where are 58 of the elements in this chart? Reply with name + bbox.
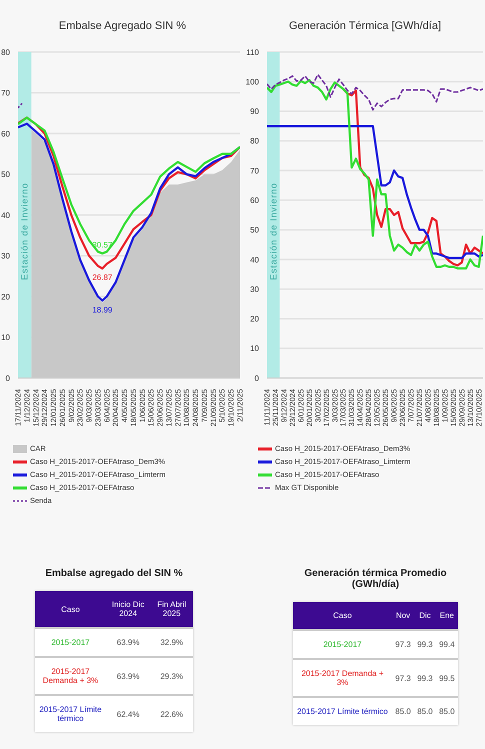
y-tick-label: 30 xyxy=(1,252,11,261)
data-label: 29.3% xyxy=(159,670,184,682)
y-tick-label: 10 xyxy=(1,333,11,342)
y-tick-label: 80 xyxy=(250,136,260,146)
y-tick-label: 50 xyxy=(250,226,260,235)
category-label: 2015-2017 xyxy=(322,639,363,651)
y-tick-label: 60 xyxy=(1,129,11,138)
category-label: 2015-2017 xyxy=(50,637,91,649)
text: Caso xyxy=(293,602,392,630)
y-tick-label: 10 xyxy=(250,344,260,354)
line-series xyxy=(267,74,483,111)
y-tick-label: 20 xyxy=(250,314,260,324)
category-label: 2015-2017 Límite térmico xyxy=(296,706,389,718)
y-tick-label: 70 xyxy=(250,166,260,176)
y-tick-label: 100 xyxy=(246,77,260,86)
text: Ene xyxy=(436,602,458,630)
data-label: 99.3 xyxy=(416,639,434,651)
y-tick-label: 40 xyxy=(1,210,11,220)
y-tick-label: 110 xyxy=(246,48,260,57)
text: Caso xyxy=(35,591,106,628)
band-label: Estación de Invierno xyxy=(20,182,30,280)
band-label: Estación de Invierno xyxy=(268,182,278,280)
data-label: 63.9% xyxy=(116,670,140,682)
chart-title: Generación Térmica [GWh/día] xyxy=(288,20,442,34)
data-label: 99.3 xyxy=(416,672,434,684)
text: Fin Abril 2025 xyxy=(150,591,193,628)
series-label: Inicio Dic 2024 xyxy=(106,591,150,628)
data-label: 85.0 xyxy=(416,706,434,718)
category-label: 2015-2017 Demanda + 3% xyxy=(42,666,100,687)
annotation: 18.99 xyxy=(92,305,113,314)
category-label: 2015-2017 Demanda + 3% xyxy=(300,668,384,689)
text: Dic xyxy=(414,602,436,630)
y-tick-label: 50 xyxy=(1,170,11,180)
y-tick-label: 30 xyxy=(250,284,260,294)
y-tick-label: 70 xyxy=(1,88,11,98)
data-label: 97.3 xyxy=(394,639,412,651)
data-label: 99.5 xyxy=(438,672,456,684)
data-label: 85.0 xyxy=(394,706,412,718)
data-label: 32.9% xyxy=(159,637,184,649)
y-tick-label: 40 xyxy=(250,255,260,264)
text: Embalse agregado del SIN % xyxy=(44,568,184,579)
y-tick-label: 90 xyxy=(250,107,260,116)
series-label: Nov xyxy=(392,602,414,630)
y-tick-label: 0 xyxy=(254,374,260,383)
data-label: 63.9% xyxy=(116,637,140,649)
data-label: 97.3 xyxy=(394,672,412,684)
y-tick-label: 80 xyxy=(1,48,11,57)
annotation: 26.87 xyxy=(92,273,113,282)
data-label: 62.4% xyxy=(116,708,140,720)
category-label: 2015-2017 Límite térmico xyxy=(38,704,103,725)
data-label: 22.6% xyxy=(159,708,184,720)
data-label: 85.0 xyxy=(438,706,456,718)
y-tick-label: 20 xyxy=(1,292,11,302)
text: Generación térmica Promedio (GWh/día) xyxy=(303,568,448,590)
y-tick-label: 0 xyxy=(6,374,11,383)
y-tick-label: 60 xyxy=(250,196,260,206)
chart-title: Embalse Agregado SIN % xyxy=(58,20,188,34)
data-label: 99.4 xyxy=(438,639,456,651)
